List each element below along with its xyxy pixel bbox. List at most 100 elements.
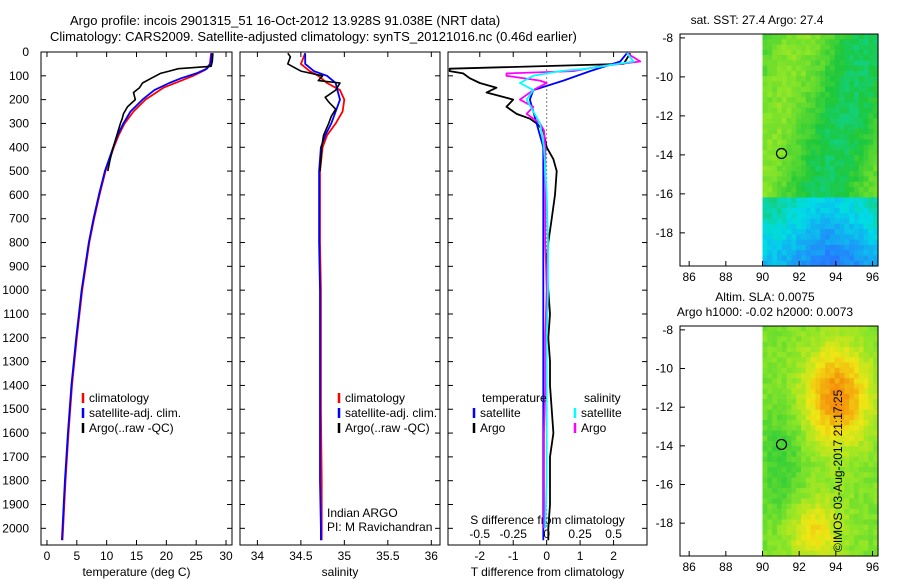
sla-map-cell (801, 446, 807, 453)
sla-map-cell (825, 461, 831, 468)
sla-map-cell (849, 430, 855, 437)
sla-map-cell (839, 414, 845, 421)
sst-map-cell (829, 97, 836, 104)
sst-map-cell (839, 55, 845, 61)
sst-map-cell (858, 134, 865, 141)
sst-map-cell (863, 34, 869, 40)
temperature-x-tick-label: 0 (44, 549, 51, 563)
sst-map-cell (873, 76, 879, 83)
sla-map-x-tick-label: 88 (719, 560, 733, 574)
sla-map-cell (834, 331, 841, 338)
sla-map-cell (805, 362, 812, 369)
sst-map-cell (863, 186, 869, 193)
sst-map-cell (810, 65, 817, 72)
sst-map-cell (825, 81, 831, 88)
sst-map-cell (801, 55, 807, 61)
sla-map-cell (772, 456, 778, 463)
sla-map-cell (810, 441, 817, 447)
sla-map-cell (805, 472, 812, 479)
sst-map-cell (815, 244, 821, 251)
sst-map-cell (772, 34, 778, 40)
sst-map-cell (772, 181, 778, 188)
sst-map-cell (776, 39, 783, 46)
sst-map-cell (791, 70, 797, 77)
sla-map-cell (776, 388, 783, 395)
sla-map-cell (772, 357, 778, 364)
sla-map-cell (853, 331, 860, 338)
sst-map-cell (762, 49, 768, 56)
sst-map-cell (839, 81, 845, 88)
sst-map-cell (776, 65, 783, 72)
sla-map-cell (839, 451, 845, 458)
sla-map-cell (762, 540, 768, 547)
sla-map-cell (762, 545, 768, 552)
sla-map-cell (776, 467, 783, 473)
sla-map-cell (858, 503, 865, 510)
sla-map-cell (820, 373, 826, 379)
sst-map-cell (781, 39, 788, 46)
sla-map-cell (772, 503, 778, 510)
sst-map-cell (801, 39, 807, 46)
sla-map-cell (810, 477, 817, 484)
sst-map-cell (834, 97, 841, 104)
sla-map-cell (853, 362, 860, 369)
sst-map-cell (815, 60, 821, 67)
sst-map-cell (839, 144, 845, 151)
sla-map-cell (829, 503, 836, 510)
sla-map-cell (829, 331, 836, 338)
sst-map-cell (776, 113, 783, 119)
sla-map-cell (834, 409, 841, 416)
sla-map-cell (873, 331, 879, 338)
sla-map-cell (829, 472, 836, 479)
sst-map-cell (767, 65, 773, 72)
sla-map-cell (858, 488, 865, 494)
sla-map-cell (762, 414, 768, 421)
sst-map-cell (844, 34, 850, 40)
sst-map-cell (805, 113, 812, 119)
sst-map-cell (863, 244, 869, 251)
sst-map-cell (762, 118, 768, 125)
sst-map-cell (767, 60, 773, 67)
sla-map-cell (810, 488, 817, 494)
sst-map-cell (849, 97, 855, 104)
sst-map-cell (844, 92, 850, 98)
sst-map-cell (772, 65, 778, 72)
sla-map-cell (762, 519, 768, 526)
sst-map-cell (839, 192, 845, 199)
sst-map-cell (863, 123, 869, 130)
sla-map-y-tick-label: -18 (656, 516, 674, 530)
sla-map-cell (858, 461, 865, 468)
sla-map-cell (801, 388, 807, 395)
sst-map-cell (839, 165, 845, 172)
sla-map-cell (786, 456, 792, 463)
sst-map-cell (834, 144, 841, 151)
sst-map-cell (834, 160, 841, 167)
sla-map-cell (810, 362, 817, 369)
sla-map-cell (863, 341, 869, 348)
depth-tick-label: 400 (9, 140, 29, 154)
sla-map-cell (772, 467, 778, 473)
sst-map-cell (839, 260, 845, 267)
sla-map-cell (781, 535, 788, 541)
sla-map-cell (810, 498, 817, 505)
sst-map-profile-marker (775, 147, 788, 160)
sla-map-cell (781, 451, 788, 458)
sla-map-cell (815, 493, 821, 500)
sla-map-cell (858, 472, 865, 479)
sla-map-cell (810, 482, 817, 489)
sst-map-cell (825, 150, 831, 156)
sst-map-cell (873, 118, 879, 125)
sla-map-cell (801, 488, 807, 494)
sla-map-cell (786, 472, 792, 479)
sst-map-cell (820, 181, 826, 188)
sla-map-y-tick-label: -14 (656, 439, 674, 453)
sla-map-cell (829, 341, 836, 348)
sst-map-cell (849, 34, 855, 40)
sla-map-cell (767, 331, 773, 338)
sla-map-cell (844, 545, 850, 552)
sla-map-cell (849, 529, 855, 536)
sst-map-cell (834, 60, 841, 67)
sla-map-cell (772, 441, 778, 447)
sst-map-cell (791, 65, 797, 72)
sla-map-cell (791, 482, 797, 489)
